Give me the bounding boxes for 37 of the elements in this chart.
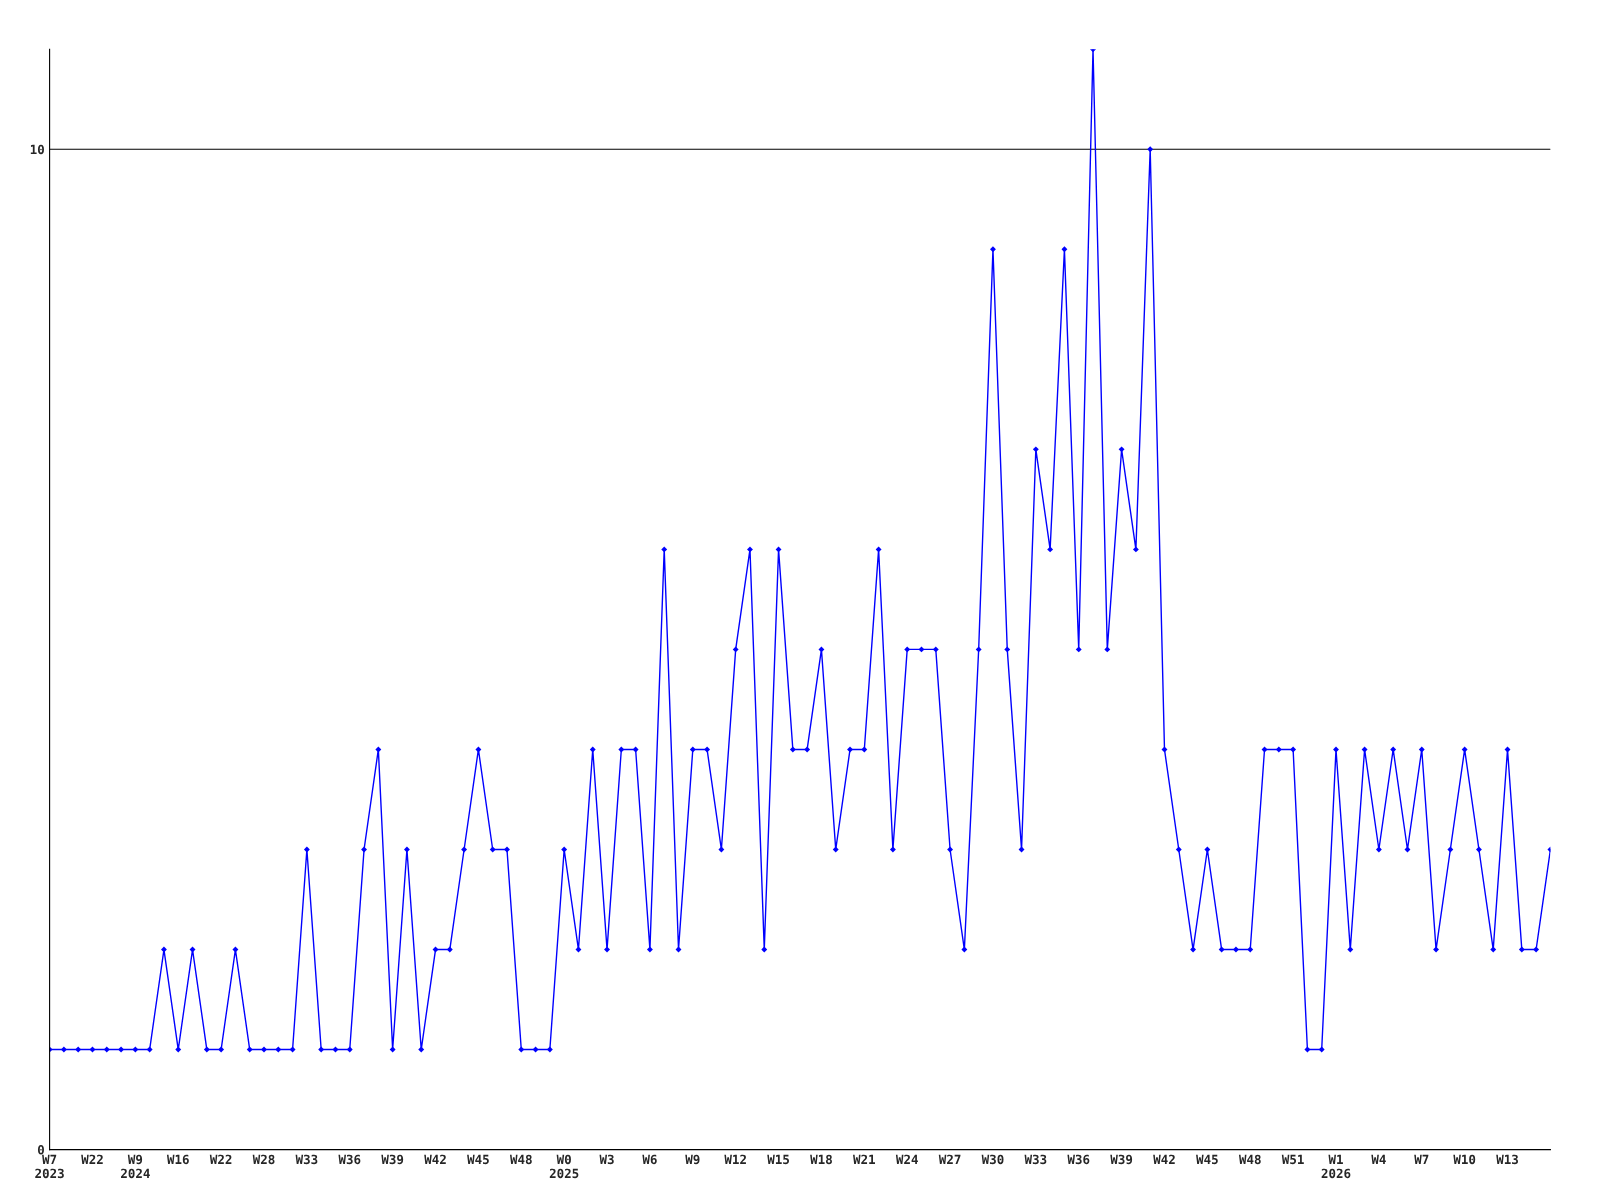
x-tick-label: W27	[938, 1154, 961, 1164]
x-tick-label: W6	[642, 1154, 657, 1165]
x-tick-label: W22	[209, 1154, 232, 1164]
x-tick-label: W10	[1453, 1154, 1476, 1165]
x-tick-label: W36	[1067, 1154, 1090, 1165]
x-tick-label: W9	[685, 1154, 700, 1165]
y-tick-label: 0	[37, 1145, 44, 1155]
x-tick-label: W9 2024	[121, 1154, 150, 1179]
x-tick-label: W22	[81, 1154, 103, 1164]
x-tick-label: W30	[981, 1154, 1004, 1165]
x-tick-label: W51	[1281, 1154, 1304, 1165]
x-tick-label: W48	[1238, 1154, 1261, 1165]
x-tick-label: W3	[599, 1154, 614, 1165]
x-tick-label: W45	[1196, 1154, 1218, 1165]
x-tick-label: W39	[1110, 1154, 1133, 1165]
x-tick-label: W0 2025	[549, 1154, 579, 1179]
x-tick-label: W7	[1414, 1154, 1429, 1164]
x-tick-label: W7 2023	[35, 1154, 64, 1179]
x-tick-label: W33	[1024, 1154, 1047, 1165]
x-tick-label: W24	[895, 1154, 918, 1164]
x-tick-label: W28	[252, 1154, 275, 1165]
x-tick-label: W13	[1496, 1154, 1518, 1165]
x-tick-label: W45	[467, 1154, 489, 1165]
x-tick-label: W42	[1153, 1154, 1175, 1164]
y-tick-label: 10	[30, 144, 44, 155]
x-tick-label: W16	[166, 1154, 189, 1165]
x-tick-label: W21	[853, 1154, 876, 1164]
x-tick-label: W42	[424, 1154, 446, 1164]
x-tick-label: W12	[724, 1154, 746, 1164]
x-tick-label: W4	[1371, 1154, 1386, 1164]
x-tick-label: W48	[509, 1154, 532, 1165]
x-tick-label: W1 2026	[1321, 1154, 1351, 1179]
x-tick-label: W18	[810, 1154, 832, 1165]
x-tick-label: W15	[767, 1154, 789, 1165]
x-tick-label: W39	[381, 1154, 404, 1165]
x-tick-label: W36	[338, 1154, 361, 1165]
x-tick-label: W33	[295, 1154, 318, 1165]
